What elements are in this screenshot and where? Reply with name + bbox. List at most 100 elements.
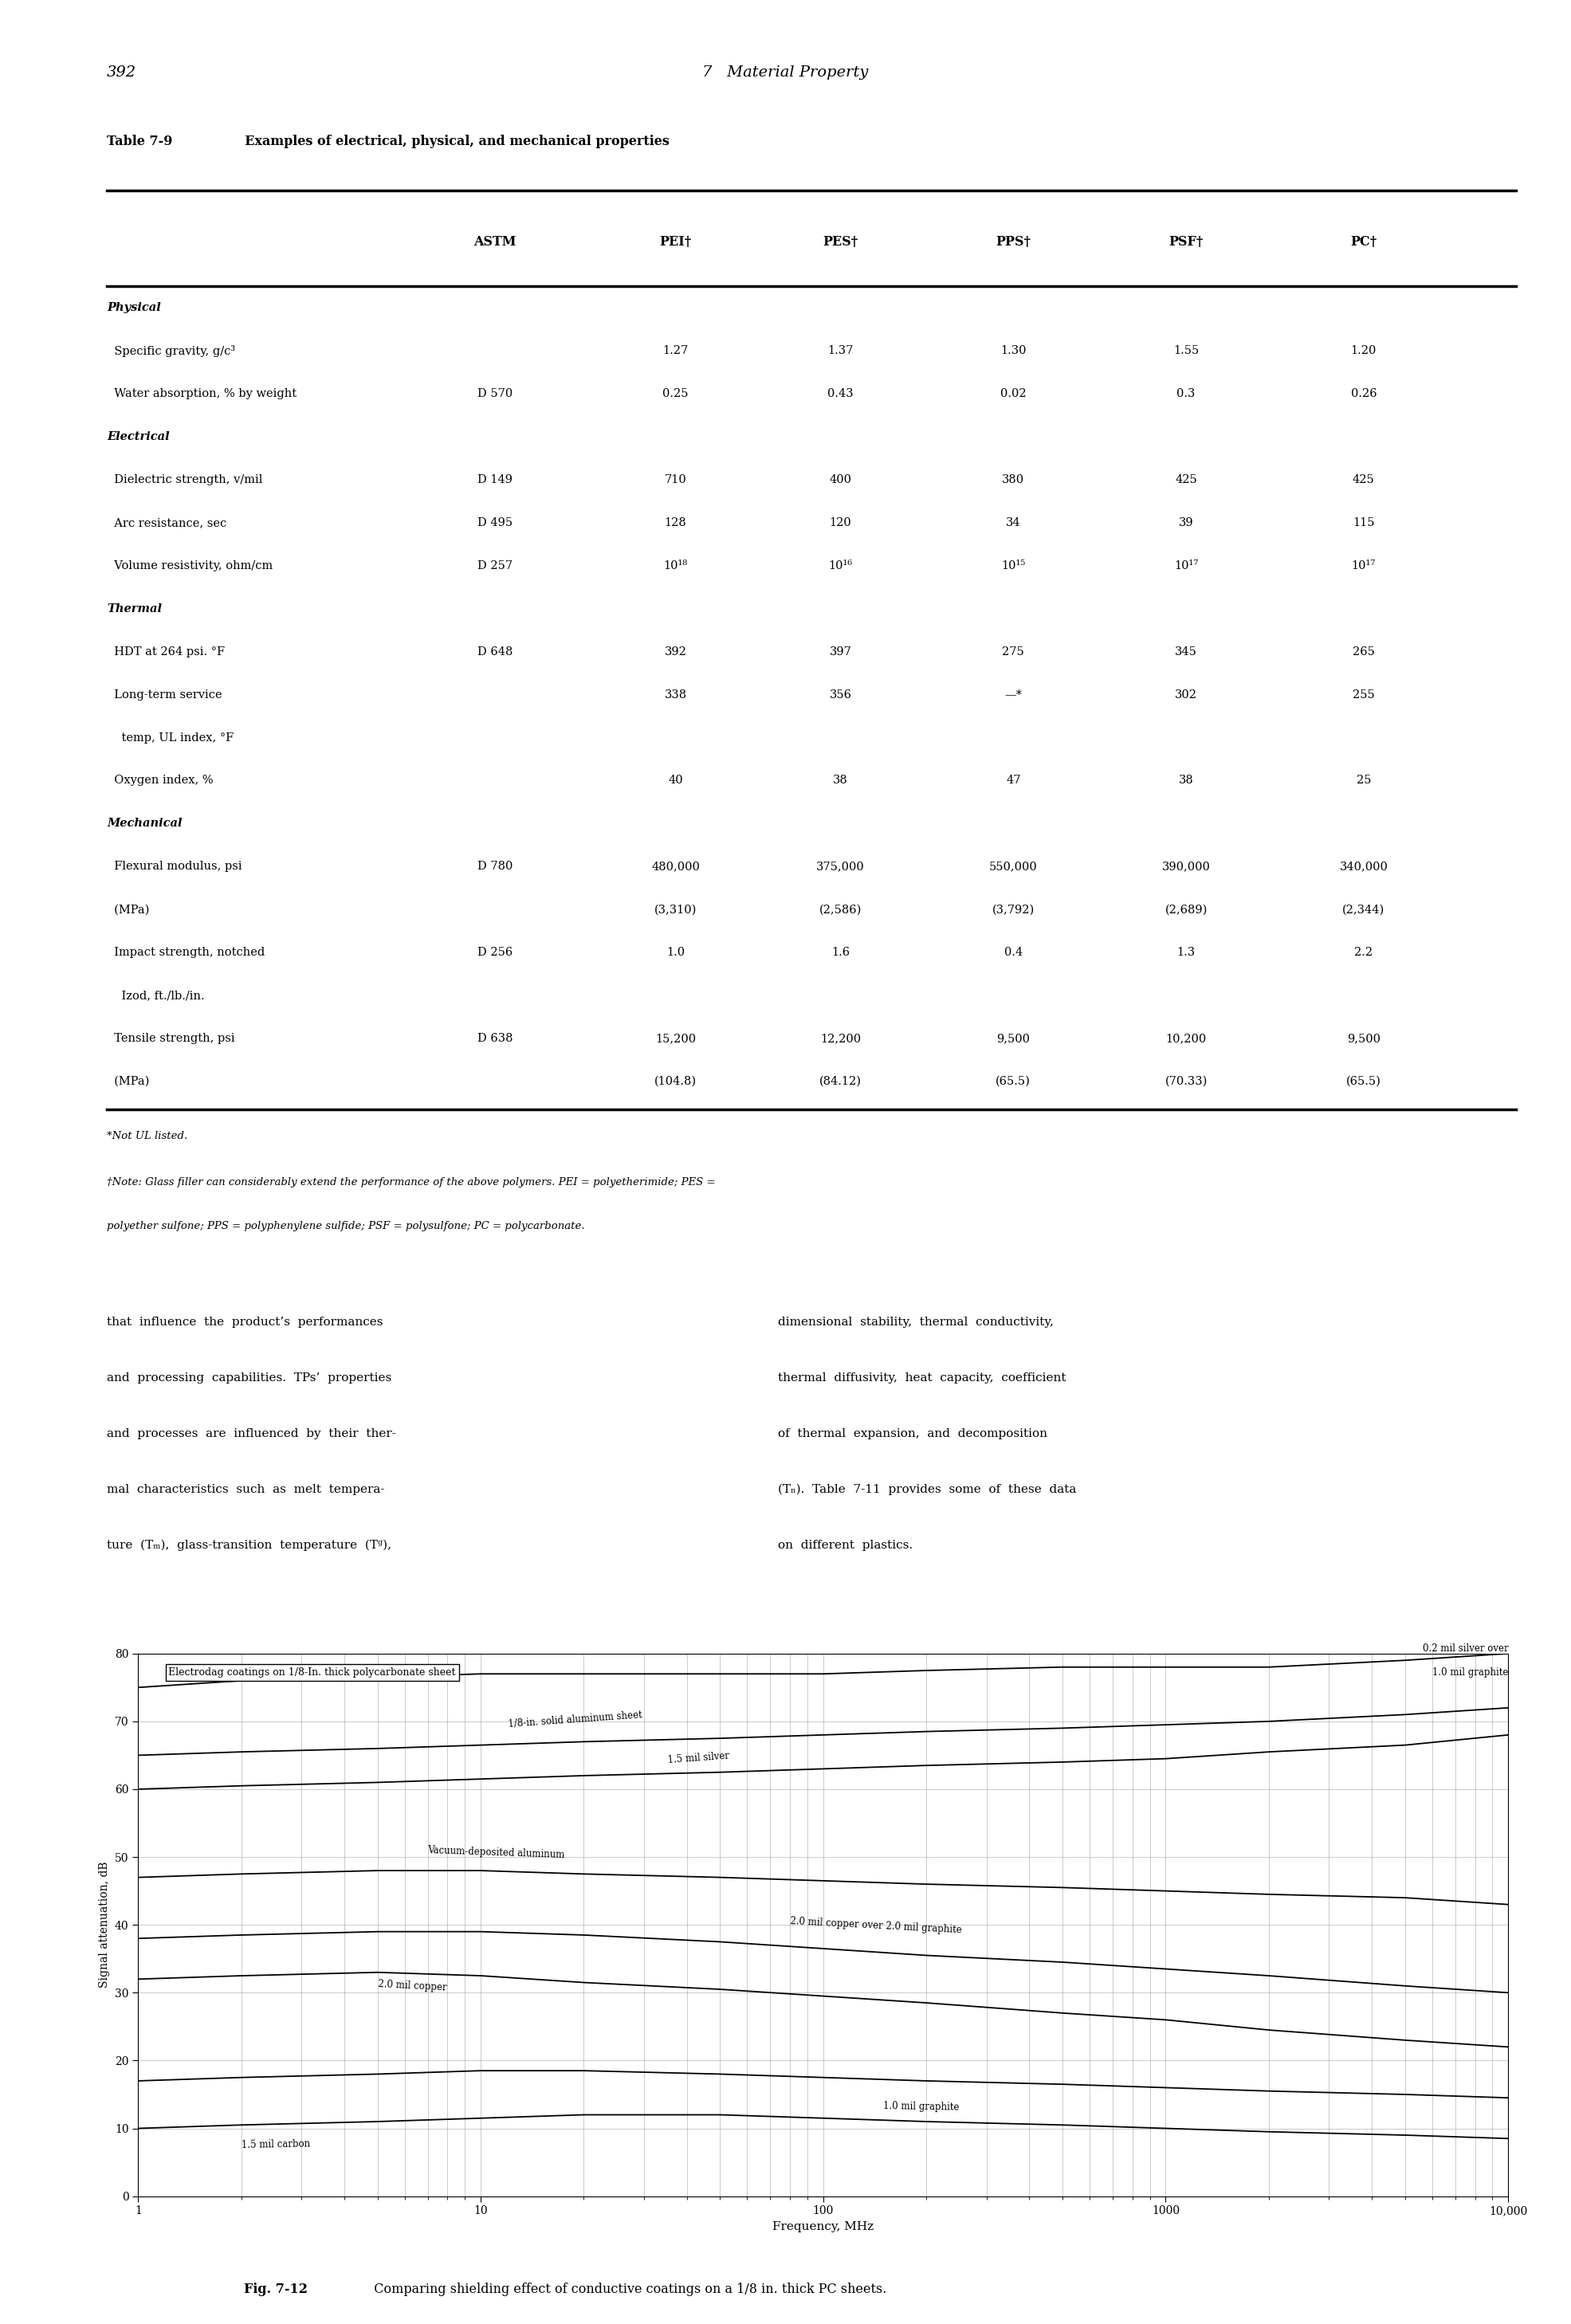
- Text: Table 7-9: Table 7-9: [107, 135, 173, 149]
- Text: 39: 39: [1178, 518, 1194, 528]
- Text: (3,310): (3,310): [654, 904, 698, 916]
- Text: PPS†: PPS†: [996, 235, 1031, 249]
- Text: 1.0 mil graphite: 1.0 mil graphite: [1433, 1666, 1508, 1678]
- Text: 34: 34: [1005, 518, 1021, 528]
- Text: 425: 425: [1353, 474, 1375, 486]
- Text: temp, UL index, °F: temp, UL index, °F: [107, 732, 234, 744]
- Text: 710: 710: [665, 474, 687, 486]
- Text: 375,000: 375,000: [817, 860, 864, 872]
- Text: D 638: D 638: [478, 1032, 512, 1043]
- Text: that  influence  the  product’s  performances: that influence the product’s performance…: [107, 1315, 383, 1327]
- Text: PSF†: PSF†: [1169, 235, 1203, 249]
- Text: Tensile strength, psi: Tensile strength, psi: [107, 1032, 234, 1043]
- Text: Long-term service: Long-term service: [107, 688, 222, 700]
- Text: ture  (Tₘ),  glass-transition  temperature  (Tᵍ),: ture (Tₘ), glass-transition temperature …: [107, 1538, 391, 1550]
- Text: 10,200: 10,200: [1166, 1032, 1207, 1043]
- Text: 550,000: 550,000: [990, 860, 1037, 872]
- Text: PES†: PES†: [823, 235, 858, 249]
- Text: 38: 38: [833, 774, 848, 786]
- Text: Physical: Physical: [107, 302, 160, 314]
- Text: 275: 275: [1002, 646, 1024, 658]
- Text: thermal  diffusivity,  heat  capacity,  coefficient: thermal diffusivity, heat capacity, coef…: [778, 1371, 1065, 1383]
- Text: 1.3: 1.3: [1177, 946, 1196, 957]
- Text: Oxygen index, %: Oxygen index, %: [107, 774, 214, 786]
- Text: Izod, ft./lb./in.: Izod, ft./lb./in.: [107, 990, 204, 1002]
- Text: Mechanical: Mechanical: [107, 818, 182, 830]
- Text: 10¹⁸: 10¹⁸: [663, 560, 688, 572]
- Text: D 570: D 570: [478, 388, 512, 400]
- Text: D 257: D 257: [478, 560, 512, 572]
- Text: 10¹⁷: 10¹⁷: [1174, 560, 1199, 572]
- Text: (65.5): (65.5): [1346, 1076, 1381, 1088]
- Text: D 149: D 149: [478, 474, 512, 486]
- Text: 10¹⁷: 10¹⁷: [1351, 560, 1376, 572]
- Text: 425: 425: [1175, 474, 1197, 486]
- Text: (65.5): (65.5): [996, 1076, 1031, 1088]
- Text: 0.2 mil silver over: 0.2 mil silver over: [1422, 1643, 1508, 1652]
- Text: 7   Material Property: 7 Material Property: [702, 65, 869, 79]
- Text: Impact strength, notched: Impact strength, notched: [107, 946, 265, 957]
- Text: 390,000: 390,000: [1163, 860, 1210, 872]
- Text: 0.25: 0.25: [663, 388, 688, 400]
- Text: 480,000: 480,000: [652, 860, 699, 872]
- Text: Examples of electrical, physical, and mechanical properties: Examples of electrical, physical, and me…: [236, 135, 669, 149]
- Text: on  different  plastics.: on different plastics.: [778, 1538, 913, 1550]
- Text: 10¹⁶: 10¹⁶: [828, 560, 853, 572]
- Text: (2,586): (2,586): [818, 904, 862, 916]
- Text: 302: 302: [1175, 688, 1197, 700]
- Text: 265: 265: [1353, 646, 1375, 658]
- Text: (104.8): (104.8): [655, 1076, 696, 1088]
- Text: Electrodag coatings on 1/8-In. thick polycarbonate sheet: Electrodag coatings on 1/8-In. thick pol…: [168, 1666, 456, 1678]
- Text: D 495: D 495: [478, 518, 512, 528]
- Text: Thermal: Thermal: [107, 602, 162, 614]
- Text: PC†: PC†: [1351, 235, 1376, 249]
- Text: Vacuum-deposited aluminum: Vacuum-deposited aluminum: [427, 1845, 566, 1862]
- Text: of  thermal  expansion,  and  decomposition: of thermal expansion, and decomposition: [778, 1427, 1046, 1439]
- Text: 9,500: 9,500: [996, 1032, 1031, 1043]
- Text: 9,500: 9,500: [1346, 1032, 1381, 1043]
- Text: Flexural modulus, psi: Flexural modulus, psi: [107, 860, 242, 872]
- Text: (2,689): (2,689): [1164, 904, 1208, 916]
- Text: 1.0 mil graphite: 1.0 mil graphite: [883, 2101, 960, 2113]
- Text: 0.4: 0.4: [1004, 946, 1023, 957]
- Text: mal  characteristics  such  as  melt  tempera-: mal characteristics such as melt tempera…: [107, 1483, 385, 1494]
- Text: Volume resistivity, ohm/cm: Volume resistivity, ohm/cm: [107, 560, 273, 572]
- Text: (70.33): (70.33): [1164, 1076, 1208, 1088]
- Text: 25: 25: [1356, 774, 1371, 786]
- Text: ASTM: ASTM: [473, 235, 517, 249]
- Text: Dielectric strength, v/mil: Dielectric strength, v/mil: [107, 474, 262, 486]
- Y-axis label: Signal attenuation, dB: Signal attenuation, dB: [99, 1862, 110, 1987]
- Text: 12,200: 12,200: [820, 1032, 861, 1043]
- Text: (2,344): (2,344): [1342, 904, 1386, 916]
- Text: 1.30: 1.30: [1001, 346, 1026, 356]
- Text: Arc resistance, sec: Arc resistance, sec: [107, 518, 226, 528]
- Text: 392: 392: [107, 65, 137, 79]
- Text: dimensional  stability,  thermal  conductivity,: dimensional stability, thermal conductiv…: [778, 1315, 1053, 1327]
- Text: 1.37: 1.37: [828, 346, 853, 356]
- Text: 356: 356: [829, 688, 851, 700]
- Text: 1.20: 1.20: [1351, 346, 1376, 356]
- Text: (MPa): (MPa): [107, 904, 149, 916]
- Text: 1.6: 1.6: [831, 946, 850, 957]
- Text: PEI†: PEI†: [660, 235, 691, 249]
- Text: 1.27: 1.27: [663, 346, 688, 356]
- Text: 1.0: 1.0: [666, 946, 685, 957]
- Text: 1/8-in. solid aluminum sheet: 1/8-in. solid aluminum sheet: [507, 1710, 643, 1729]
- Text: 0.43: 0.43: [828, 388, 853, 400]
- Text: 338: 338: [665, 688, 687, 700]
- Text: Fig. 7-12: Fig. 7-12: [244, 2282, 308, 2296]
- Text: —*: —*: [1004, 688, 1023, 700]
- Text: †Note: Glass filler can considerably extend the performance of the above polymer: †Note: Glass filler can considerably ext…: [107, 1176, 715, 1188]
- Text: 0.02: 0.02: [1001, 388, 1026, 400]
- Text: 1.5 mil silver: 1.5 mil silver: [668, 1750, 729, 1766]
- Text: and  processes  are  influenced  by  their  ther-: and processes are influenced by their th…: [107, 1427, 396, 1439]
- Text: 1.55: 1.55: [1174, 346, 1199, 356]
- Text: 255: 255: [1353, 688, 1375, 700]
- Text: 15,200: 15,200: [655, 1032, 696, 1043]
- Text: 2.0 mil copper: 2.0 mil copper: [377, 1978, 446, 1992]
- Text: Electrical: Electrical: [107, 432, 170, 442]
- Text: *Not UL listed.: *Not UL listed.: [107, 1129, 187, 1141]
- Text: Comparing shielding effect of conductive coatings on a 1/8 in. thick PC sheets.: Comparing shielding effect of conductive…: [366, 2282, 886, 2296]
- X-axis label: Frequency, MHz: Frequency, MHz: [773, 2222, 873, 2233]
- Text: and  processing  capabilities.  TPs’  properties: and processing capabilities. TPs’ proper…: [107, 1371, 391, 1383]
